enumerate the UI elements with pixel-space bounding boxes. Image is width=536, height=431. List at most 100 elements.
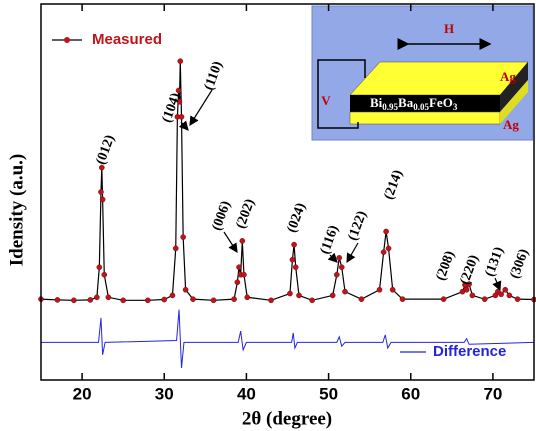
data-point	[172, 245, 179, 252]
data-point	[54, 297, 61, 303]
data-point	[502, 286, 509, 293]
formula-part: Fe	[429, 95, 443, 110]
peak-label: (306)	[508, 247, 533, 281]
formula-part: Bi	[370, 95, 383, 110]
data-point	[440, 296, 447, 302]
x-tick-label: 20	[73, 384, 92, 403]
peak-label: (116)	[318, 223, 342, 256]
data-point	[175, 87, 182, 94]
data-point	[120, 297, 126, 304]
data-point	[309, 297, 315, 304]
peak-label: (131)	[483, 245, 508, 279]
data-point	[98, 189, 104, 195]
peak-arrow	[189, 89, 213, 127]
data-point	[177, 58, 184, 64]
x-tick-label: 70	[483, 384, 502, 403]
data-point	[289, 256, 296, 263]
data-point	[96, 264, 103, 271]
x-axis-label: 2θ (degree)	[242, 408, 332, 429]
data-point	[469, 292, 476, 299]
data-point	[268, 297, 274, 304]
peak-arrow	[327, 252, 338, 263]
data-point	[176, 98, 183, 105]
peak-arrow	[223, 231, 238, 254]
data-point	[376, 286, 383, 293]
ag-bottom	[349, 111, 501, 125]
formula-part: 3	[453, 102, 458, 112]
peak-label: (208)	[434, 249, 459, 283]
data-point	[99, 164, 105, 171]
wire	[317, 59, 366, 129]
data-point	[161, 296, 168, 303]
formula-part: Ba	[398, 95, 414, 110]
data-point	[169, 292, 176, 299]
data-point	[329, 292, 336, 299]
x-tick-label: 60	[401, 384, 420, 403]
data-point	[358, 296, 365, 302]
data-point	[182, 286, 189, 293]
series-line	[41, 309, 535, 369]
data-point	[506, 292, 513, 299]
data-point	[338, 264, 345, 271]
data-point	[342, 288, 348, 295]
ag-side	[500, 80, 528, 124]
data-point	[336, 254, 343, 261]
data-point	[333, 271, 340, 278]
data-point	[71, 297, 77, 304]
ag-label: Ag	[500, 69, 516, 84]
data-point	[239, 238, 246, 244]
data-point	[87, 297, 94, 303]
data-point	[389, 286, 396, 293]
formula-part: 0.95	[382, 102, 398, 112]
data-point	[178, 114, 185, 120]
formula-part: 0.05	[413, 102, 429, 112]
peak-label: (220)	[458, 253, 483, 287]
peak-label: (006)	[210, 199, 235, 233]
peak-label: (012)	[94, 133, 119, 167]
plot-area	[38, 58, 536, 369]
data-point	[481, 296, 488, 302]
legend-swatch	[64, 37, 70, 43]
peak-label: (024)	[285, 201, 310, 235]
data-point	[234, 279, 241, 286]
data-point	[399, 296, 406, 302]
ag-label: Ag	[503, 117, 519, 132]
peak-label: (110)	[202, 59, 226, 92]
data-point	[498, 291, 504, 298]
data-point	[180, 234, 186, 240]
legend-label: Measured	[92, 31, 162, 48]
data-point	[94, 294, 100, 301]
data-point	[101, 271, 108, 278]
data-point	[287, 290, 293, 297]
sample-label: Bi0.95Ba0.05FeO3	[370, 95, 458, 112]
data-point	[463, 286, 470, 293]
x-tick-label: 30	[155, 384, 174, 403]
peak-arrow	[178, 120, 189, 131]
voltage-label: V	[321, 93, 331, 108]
peak-label: (104)	[160, 91, 185, 125]
data-point	[99, 196, 106, 203]
peak-label: (122)	[346, 209, 371, 243]
data-point	[514, 296, 521, 302]
data-point	[244, 294, 251, 301]
y-axis-label: Idensity (a.u.)	[6, 154, 27, 266]
sample-layer	[350, 95, 500, 112]
data-point	[291, 241, 297, 248]
data-point	[466, 281, 472, 287]
data-point	[385, 245, 392, 252]
data-point	[380, 249, 387, 255]
formula-part: O	[443, 95, 453, 110]
data-point	[296, 292, 302, 299]
data-point	[210, 297, 217, 304]
data-point	[231, 296, 237, 302]
field-label: H	[444, 21, 454, 36]
inset: H V Ag Ag Bi0.95Ba0.05FeO3	[311, 5, 534, 141]
peak-label: (202)	[234, 197, 259, 231]
data-point	[145, 297, 151, 304]
sample-side	[500, 62, 528, 112]
legend-label: Difference	[433, 343, 506, 360]
peak-label: (214)	[382, 168, 407, 202]
data-point	[292, 264, 299, 271]
x-tick-label: 40	[237, 384, 256, 403]
